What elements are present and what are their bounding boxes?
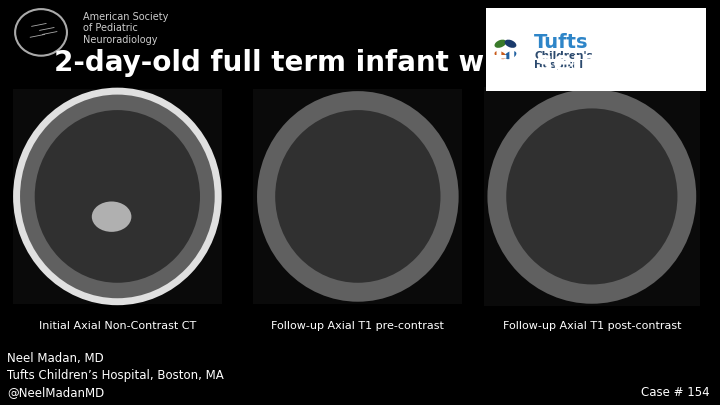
- Text: Neuroradiology: Neuroradiology: [83, 35, 157, 45]
- FancyBboxPatch shape: [484, 87, 700, 306]
- Text: Hospital: Hospital: [534, 60, 583, 70]
- Ellipse shape: [487, 89, 696, 304]
- FancyBboxPatch shape: [13, 89, 222, 304]
- Ellipse shape: [505, 40, 516, 48]
- Text: Tufts Children’s Hospital, Boston, MA: Tufts Children’s Hospital, Boston, MA: [7, 369, 224, 382]
- FancyBboxPatch shape: [253, 89, 462, 304]
- Text: @NeelMadanMD: @NeelMadanMD: [7, 386, 104, 399]
- Text: Children's: Children's: [534, 51, 593, 61]
- Text: of Pediatric: of Pediatric: [83, 23, 138, 33]
- Ellipse shape: [495, 51, 506, 59]
- FancyBboxPatch shape: [486, 8, 706, 91]
- Ellipse shape: [505, 51, 516, 59]
- Ellipse shape: [257, 91, 459, 302]
- Ellipse shape: [495, 40, 506, 48]
- Text: 2-day-old full term infant with seizures: 2-day-old full term infant with seizures: [54, 49, 666, 77]
- Ellipse shape: [92, 201, 132, 232]
- Ellipse shape: [17, 91, 218, 302]
- Text: Initial Axial Non-Contrast CT: Initial Axial Non-Contrast CT: [39, 321, 196, 331]
- Ellipse shape: [275, 110, 441, 283]
- Text: Follow-up Axial T1 pre-contrast: Follow-up Axial T1 pre-contrast: [271, 321, 444, 331]
- Text: Follow-up Axial T1 post-contrast: Follow-up Axial T1 post-contrast: [503, 321, 681, 331]
- Text: Tufts: Tufts: [534, 33, 589, 52]
- Text: Case # 154: Case # 154: [641, 386, 709, 399]
- Ellipse shape: [506, 109, 678, 284]
- Text: Neel Madan, MD: Neel Madan, MD: [7, 352, 104, 365]
- Text: American Society: American Society: [83, 12, 168, 22]
- Ellipse shape: [35, 110, 200, 283]
